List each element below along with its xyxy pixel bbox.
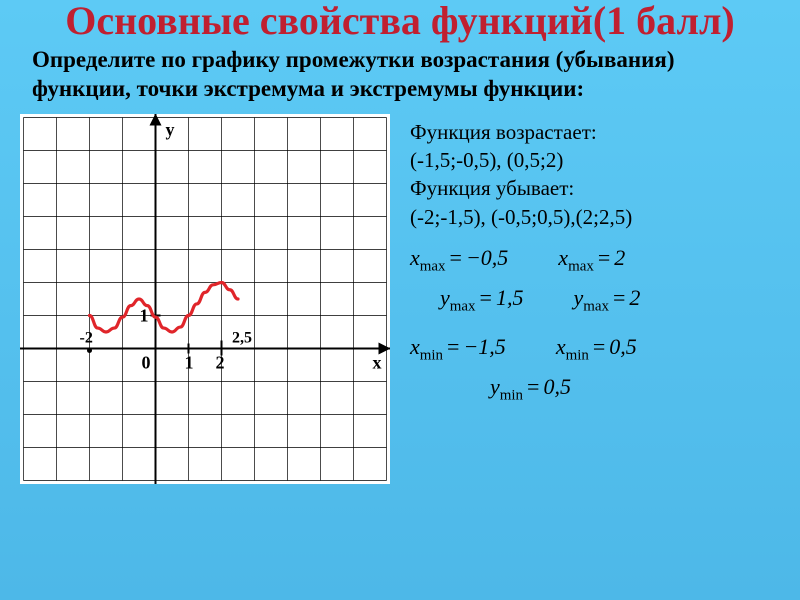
xmax1: xmax=−0,5: [410, 245, 508, 275]
xmin2: xmin=0,5: [556, 334, 637, 364]
xmax2: xmax=2: [558, 245, 625, 275]
content-row: у x 0 1 1 -2 2 2,5 Функция возрастает: (-1,5;-0…: [0, 104, 800, 484]
page-title: Основные свойства функций(1 балл): [0, 0, 800, 42]
ymin-row: ymin=0,5: [410, 374, 780, 404]
svg-text:2,5: 2,5: [232, 329, 252, 346]
svg-text:1: 1: [185, 352, 194, 372]
xmin1: xmin=−1,5: [410, 334, 506, 364]
ymax2: ymax=2: [573, 285, 640, 315]
decreasing-intervals: (-2;-1,5), (-0,5;0,5),(2;2,5): [410, 203, 780, 231]
chart-area: у x 0 1 1 -2 2 2,5: [20, 114, 390, 484]
increasing-intervals: (-1,5;-0,5), (0,5;2): [410, 146, 780, 174]
right-column: Функция возрастает: (-1,5;-0,5), (0,5;2)…: [410, 114, 780, 484]
svg-text:у: у: [166, 119, 175, 139]
svg-text:2: 2: [216, 352, 225, 372]
svg-text:-2: -2: [80, 329, 93, 346]
ymin: ymin=0,5: [490, 374, 571, 404]
math-block: xmax=−0,5 xmax=2 ymax=1,5 ymax=2 xmin=−1…: [410, 245, 780, 405]
xmin-row: xmin=−1,5 xmin=0,5: [410, 334, 780, 364]
svg-text:1: 1: [140, 305, 149, 325]
decreasing-label: Функция убывает:: [410, 174, 780, 202]
increasing-label: Функция возрастает:: [410, 118, 780, 146]
xmax-row: xmax=−0,5 xmax=2: [410, 245, 780, 275]
ymax-row: ymax=1,5 ymax=2: [410, 285, 780, 315]
function-chart: у x 0 1 1 -2 2 2,5: [20, 114, 390, 484]
svg-text:x: x: [373, 352, 382, 372]
task-subtitle: Определите по графику промежутки возраст…: [0, 42, 800, 104]
ymax1: ymax=1,5: [440, 285, 523, 315]
svg-text:0: 0: [142, 352, 151, 372]
